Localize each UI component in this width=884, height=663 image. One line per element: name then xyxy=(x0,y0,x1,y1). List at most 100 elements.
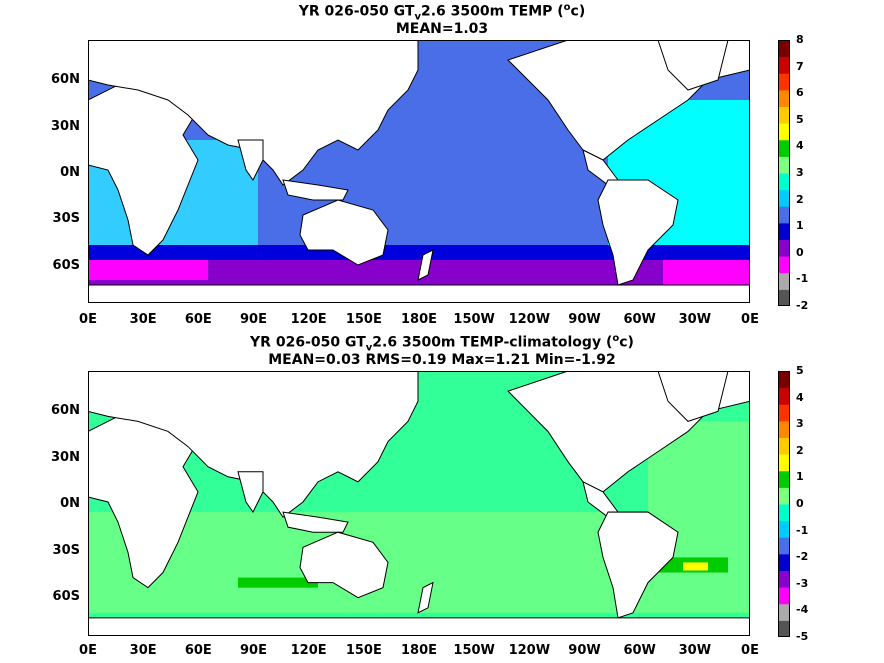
colorbar-swatch xyxy=(778,256,790,274)
colorbar-tick-label: 7 xyxy=(796,59,804,73)
colorbar-tick-label: 0 xyxy=(796,497,804,510)
colorbar-swatch xyxy=(778,73,790,91)
colorbar-swatch xyxy=(778,587,790,605)
lon-label: 0E xyxy=(79,643,97,658)
colorbar-swatch xyxy=(778,272,790,290)
lon-label: 150W xyxy=(453,312,495,327)
colorbar-swatch xyxy=(778,123,790,141)
colorbar-swatch xyxy=(778,222,790,240)
colorbar-swatch xyxy=(778,537,790,555)
colorbar-tick-label: 3 xyxy=(796,417,804,431)
lon-label: 60E xyxy=(184,312,212,327)
coastline xyxy=(237,471,264,514)
coastline xyxy=(657,40,729,91)
map-layer xyxy=(88,371,750,636)
lon-label: 30W xyxy=(678,312,712,327)
indian-magenta xyxy=(88,260,208,280)
coastline xyxy=(88,40,419,186)
colorbar-swatch xyxy=(778,570,790,588)
lon-label: 30E xyxy=(129,312,157,327)
colorbar-tick-label: -4 xyxy=(796,603,809,617)
lat-label: 60N xyxy=(51,403,80,418)
lon-label: 60W xyxy=(623,312,656,327)
lon-label: 30E xyxy=(129,643,157,658)
anomaly-green xyxy=(238,577,318,588)
panel2-subtitle: MEAN=0.03 RMS=0.19 Max=1.21 Min=-1.92 xyxy=(268,352,616,368)
coastline xyxy=(88,371,419,518)
panel2-map xyxy=(88,371,750,636)
lon-label: 150W xyxy=(453,643,495,658)
colorbar-swatch xyxy=(778,139,790,157)
colorbar-swatch xyxy=(778,437,790,455)
colorbar-swatch xyxy=(778,189,790,207)
lat-label: 30N xyxy=(51,119,80,134)
colorbar-tick-label: 5 xyxy=(796,112,804,126)
lon-label: 120W xyxy=(508,312,551,327)
colorbar-tick-label: 6 xyxy=(796,86,804,100)
lon-label: 180E xyxy=(400,312,438,327)
lat-label: 60S xyxy=(52,589,80,604)
colorbar-swatch xyxy=(778,106,790,124)
map-layer xyxy=(88,40,750,303)
coastline xyxy=(657,371,729,422)
lat-label: 60S xyxy=(52,258,80,273)
lat-label: 30S xyxy=(52,543,80,558)
colorbar-tick-label: -1 xyxy=(796,523,809,537)
colorbar-tick-label: -3 xyxy=(796,576,809,590)
lon-label: 150E xyxy=(345,312,382,327)
lat-label: 60N xyxy=(51,72,80,87)
coastline xyxy=(417,581,434,614)
anomaly-yellow xyxy=(683,562,708,571)
colorbar-swatch xyxy=(778,40,790,58)
lon-label: 90E xyxy=(240,643,267,658)
lon-label: 60E xyxy=(184,643,212,658)
colorbar-swatch xyxy=(778,206,790,224)
colorbar-swatch xyxy=(778,239,790,257)
lon-label: 0E xyxy=(79,312,97,327)
lon-label: 150E xyxy=(345,643,382,658)
colorbar-swatch xyxy=(778,504,790,522)
colorbar-tick-label: 5 xyxy=(796,364,804,377)
colorbar-swatch xyxy=(778,289,790,306)
lon-label: 30W xyxy=(678,643,712,658)
colorbar-swatch xyxy=(778,487,790,505)
coastline xyxy=(299,199,389,266)
lon-label: 0E xyxy=(741,643,759,658)
colorbar-swatch xyxy=(778,404,790,422)
colorbar-swatch xyxy=(778,371,790,389)
lon-label: 60W xyxy=(623,643,656,658)
colorbar-tick-label: 0 xyxy=(796,245,804,259)
colorbar-swatch xyxy=(778,420,790,438)
lat-label: 30N xyxy=(51,450,80,465)
colorbar-tick-label: 1 xyxy=(796,219,804,233)
colorbar-tick-label: 4 xyxy=(796,390,804,404)
colorbar-swatch xyxy=(778,56,790,74)
lon-label: 120E xyxy=(290,643,327,658)
map-frame xyxy=(88,40,750,303)
colorbar-tick-label: 3 xyxy=(796,166,804,179)
coastline xyxy=(237,139,264,181)
colorbar-swatch xyxy=(778,620,790,637)
colorbar-swatch xyxy=(778,553,790,571)
colorbar-swatch xyxy=(778,89,790,107)
coastline xyxy=(88,284,750,303)
colorbar-swatch xyxy=(778,173,790,191)
colorbar-tick-label: -5 xyxy=(796,630,809,643)
panel1-colorbar xyxy=(778,40,790,306)
lat-label: 0N xyxy=(60,496,80,511)
colorbar-swatch xyxy=(778,454,790,472)
colorbar-swatch xyxy=(778,156,790,174)
lat-label: 30S xyxy=(52,211,80,226)
colorbar-tick-label: 2 xyxy=(796,192,804,206)
colorbar-swatch xyxy=(778,387,790,405)
colorbar-tick-label: -2 xyxy=(796,299,809,312)
colorbar-tick-label: 4 xyxy=(796,139,804,153)
panel2-colorbar xyxy=(778,371,790,637)
colorbar-tick-label: 2 xyxy=(796,443,804,457)
coastline xyxy=(299,531,389,599)
colorbar-tick-label: 1 xyxy=(796,470,804,484)
coastline xyxy=(597,179,679,286)
weddell-magenta xyxy=(663,260,750,285)
coastline xyxy=(597,511,679,619)
lon-label: 180E xyxy=(400,643,438,658)
